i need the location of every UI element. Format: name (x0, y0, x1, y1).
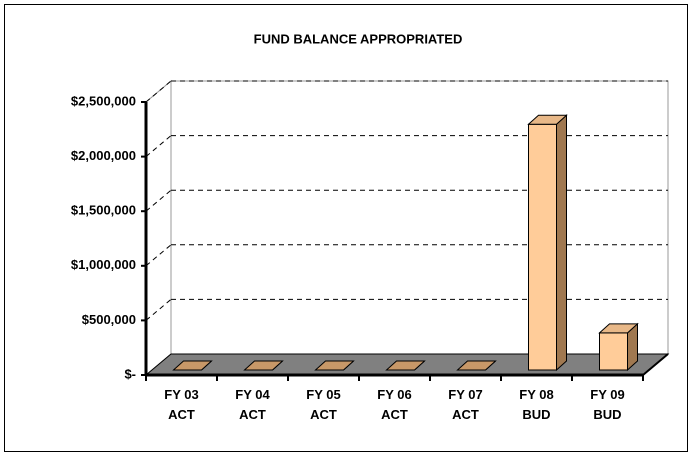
bar-top (172, 360, 213, 371)
x-tick-label: FY 04 ACT (235, 387, 270, 422)
y-tick-label: $500,000 (82, 312, 136, 327)
back-wall (170, 80, 669, 355)
bar-top (527, 114, 568, 125)
bar-top (456, 360, 497, 371)
x-tick-label: FY 09 BUD (590, 387, 625, 422)
side-wall (145, 79, 172, 377)
bar-top (385, 360, 426, 371)
y-tick-label: $2,000,000 (71, 148, 136, 163)
y-tick-label: $- (124, 366, 136, 381)
bar-side (556, 114, 567, 372)
grid-line-side (145, 135, 172, 157)
bar-top (243, 360, 284, 371)
x-tick-label: FY 06 ACT (377, 387, 412, 422)
y-tick-label: $1,000,000 (71, 257, 136, 272)
y-tick-label: $2,500,000 (71, 93, 136, 108)
x-tick-label: FY 07 ACT (448, 387, 483, 422)
x-tick-label: FY 08 BUD (519, 387, 554, 422)
x-axis-depth (642, 353, 669, 376)
grid-line-side (145, 80, 172, 103)
grid-line-side (145, 189, 172, 212)
x-tick-label: FY 05 ACT (306, 387, 341, 422)
bar (599, 332, 628, 371)
grid-line-side (145, 244, 172, 267)
bar-top (314, 360, 355, 371)
x-tick-label: FY 03 ACT (164, 387, 199, 422)
grid-line-side (145, 299, 172, 321)
chart-title: FUND BALANCE APPROPRIATED (254, 31, 463, 46)
bar (528, 123, 557, 371)
bar-top (598, 323, 639, 334)
y-tick-label: $1,500,000 (71, 203, 136, 218)
